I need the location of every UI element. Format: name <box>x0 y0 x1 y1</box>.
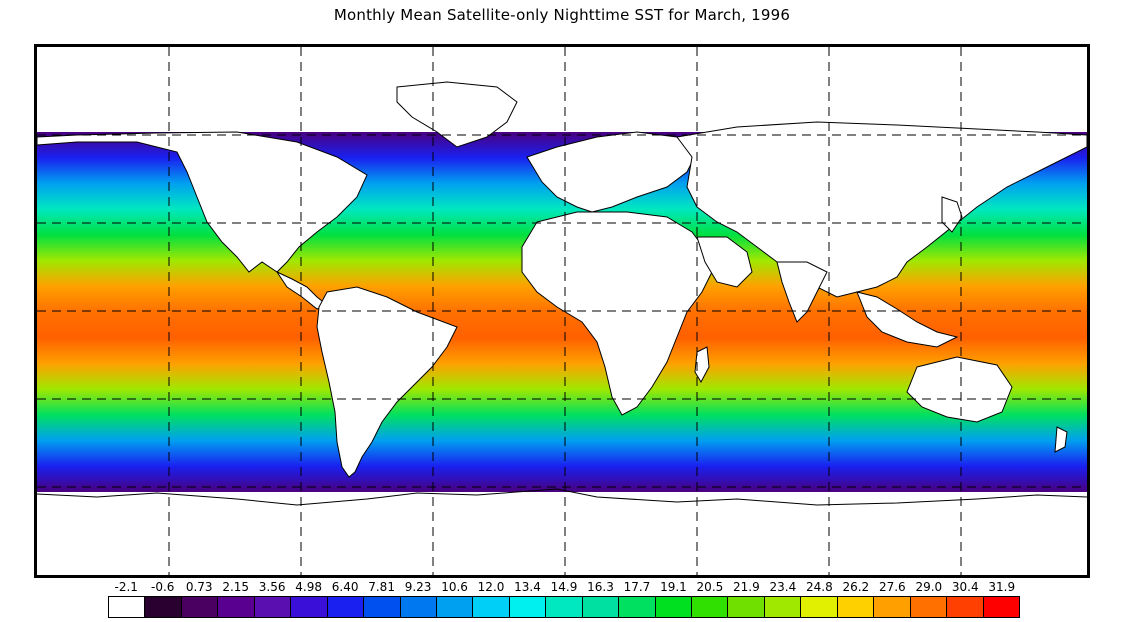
graticule <box>37 47 1087 575</box>
legend-label: -0.6 <box>151 580 175 594</box>
legend-label: 20.5 <box>696 580 724 594</box>
legend-swatch <box>546 597 583 617</box>
legend-label: 12.0 <box>477 580 505 594</box>
legend-label: 16.3 <box>587 580 614 594</box>
map-title: Monthly Mean Satellite-only Nighttime SS… <box>333 6 791 24</box>
sst-map-canvas <box>37 47 1087 575</box>
legend-label: 10.6 <box>441 580 468 594</box>
legend-swatch <box>692 597 729 617</box>
legend-swatch <box>254 597 292 617</box>
legend-swatch <box>145 597 182 617</box>
legend-swatch <box>400 597 437 617</box>
legend-label: 24.8 <box>806 580 833 594</box>
legend-swatch <box>109 597 146 617</box>
legend-swatch <box>364 597 401 617</box>
legend-label: 14.9 <box>550 580 578 594</box>
legend-swatch <box>181 597 219 617</box>
legend-label: 6.40 <box>331 580 359 594</box>
madagascar-landmass <box>694 346 710 384</box>
legend-swatch <box>473 597 510 617</box>
arctic-landmass <box>37 47 1087 132</box>
legend-swatch <box>837 597 875 617</box>
legend-label: 26.2 <box>842 580 870 594</box>
legend-label: 13.4 <box>514 580 541 594</box>
legend-swatch <box>874 597 911 617</box>
legend-label: 17.7 <box>623 580 651 594</box>
legend-label: 9.23 <box>404 580 432 594</box>
legend-label: 29.0 <box>915 580 943 594</box>
legend-swatch <box>655 597 692 617</box>
legend-swatch <box>910 597 948 617</box>
legend-swatch <box>291 597 328 617</box>
antarctica-coastline <box>37 488 1087 506</box>
antarctica-landmass <box>37 492 1087 575</box>
legend-swatch <box>619 597 656 617</box>
arabia-landmass <box>696 236 753 288</box>
asia-landmass <box>676 121 1087 298</box>
legend-label: 4.98 <box>295 580 322 594</box>
africa-landmass <box>521 211 713 416</box>
south-america-landmass <box>316 286 458 478</box>
legend-labels: -2.1 -0.6 0.73 2.15 3.56 4.98 6.40 7.81 9.23 10.6… <box>108 580 1020 596</box>
legend-color-bar <box>108 596 1020 618</box>
legend-label: -2.1 <box>114 580 138 594</box>
color-scale-legend: -2.1 -0.6 0.73 2.15 3.56 4.98 6.40 7.81 9.23 10.6… <box>108 580 1020 622</box>
legend-label: 3.56 <box>258 580 286 594</box>
legend-swatch <box>509 597 547 617</box>
sst-map <box>34 44 1090 578</box>
legend-swatch <box>327 597 365 617</box>
southeast-asia-landmass <box>856 291 959 348</box>
new-zealand-landmass <box>1054 426 1068 453</box>
legend-label: 30.4 <box>951 580 979 594</box>
legend-label: 21.9 <box>733 580 760 594</box>
legend-swatch <box>801 597 838 617</box>
legend-swatch <box>218 597 255 617</box>
legend-swatch <box>983 597 1019 617</box>
legend-swatch <box>764 597 802 617</box>
legend-label: 0.73 <box>185 580 213 594</box>
legend-swatch <box>947 597 984 617</box>
legend-swatch <box>728 597 765 617</box>
legend-label: 27.6 <box>878 580 906 594</box>
legend-swatch <box>582 597 620 617</box>
legend-label: 31.9 <box>988 580 1016 594</box>
legend-label: 19.1 <box>660 580 687 594</box>
legend-swatch <box>436 597 474 617</box>
india-landmass <box>776 261 828 323</box>
legend-label: 2.15 <box>222 580 250 594</box>
greenland-landmass <box>396 81 518 148</box>
legend-label: 23.4 <box>769 580 797 594</box>
legend-label: 7.81 <box>368 580 395 594</box>
